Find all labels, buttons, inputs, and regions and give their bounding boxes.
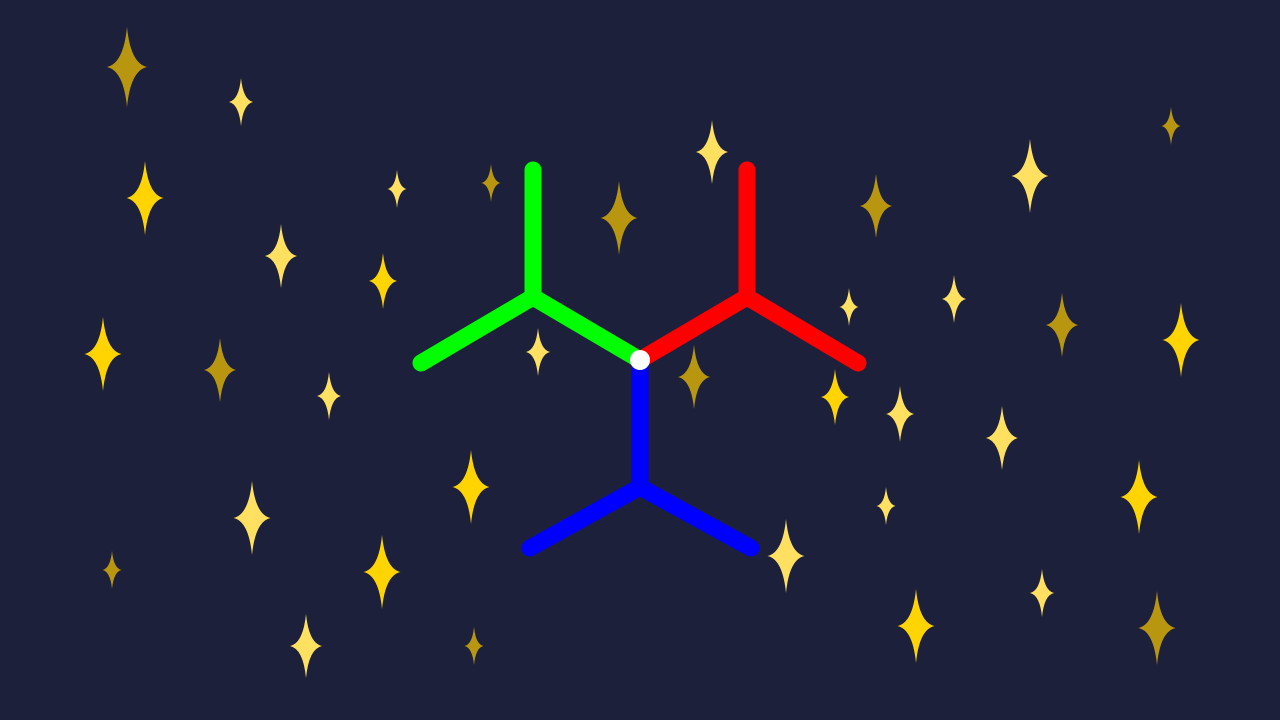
sparkle-star-icon [821, 369, 849, 425]
blue-branch [521, 351, 760, 557]
sparkle-star-icon [1161, 107, 1181, 145]
sparkle-star-icon [317, 372, 341, 420]
sparkle-star-icon [526, 328, 550, 376]
star-field [84, 27, 1200, 678]
sparkle-star-icon [696, 120, 728, 184]
sparkle-star-icon [481, 164, 501, 202]
sparkle-star-icon [233, 481, 271, 555]
sparkle-star-icon [1162, 303, 1200, 377]
sparkle-star-icon [1011, 139, 1049, 213]
sparkle-star-icon [886, 386, 914, 442]
sparkle-star-icon [1138, 591, 1176, 665]
green-right-arm [524, 288, 649, 369]
sparkle-star-icon [897, 589, 935, 663]
green-branch [412, 161, 649, 372]
red-right-arm [738, 288, 867, 372]
blue-right-arm [631, 478, 760, 557]
sparkle-star-icon [265, 224, 297, 288]
sparkle-star-icon [126, 161, 164, 235]
sparkle-star-icon [839, 288, 859, 326]
sparkle-star-icon [678, 345, 710, 409]
sparkle-star-icon [204, 338, 236, 402]
sparkle-star-icon [369, 253, 397, 309]
sparkle-star-icon [600, 181, 638, 255]
y-branch-figure [412, 161, 867, 557]
sparkle-star-icon [1046, 293, 1078, 357]
green-left-arm [412, 288, 542, 372]
sparkle-star-icon [876, 487, 896, 525]
sparkle-star-icon [986, 406, 1018, 470]
blue-left-arm [521, 478, 649, 557]
sparkle-star-icon [767, 519, 805, 593]
sparkle-star-icon [290, 614, 322, 678]
sparkle-star-icon [84, 317, 122, 391]
sparkle-star-icon [860, 174, 892, 238]
sparkle-star-icon [363, 535, 401, 609]
red-left-arm [631, 288, 756, 369]
sparkle-star-icon [452, 450, 490, 524]
red-branch [631, 161, 867, 372]
sparkle-star-icon [387, 170, 407, 208]
sparkle-star-icon [1030, 569, 1054, 617]
sparkle-star-icon [1120, 460, 1158, 534]
sparkle-star-icon [102, 551, 122, 589]
sparkle-star-icon [464, 627, 484, 665]
sparkle-star-icon [229, 78, 253, 126]
center-dot [630, 350, 650, 370]
sparkle-star-icon [107, 27, 147, 107]
sparkle-star-icon [942, 275, 966, 323]
